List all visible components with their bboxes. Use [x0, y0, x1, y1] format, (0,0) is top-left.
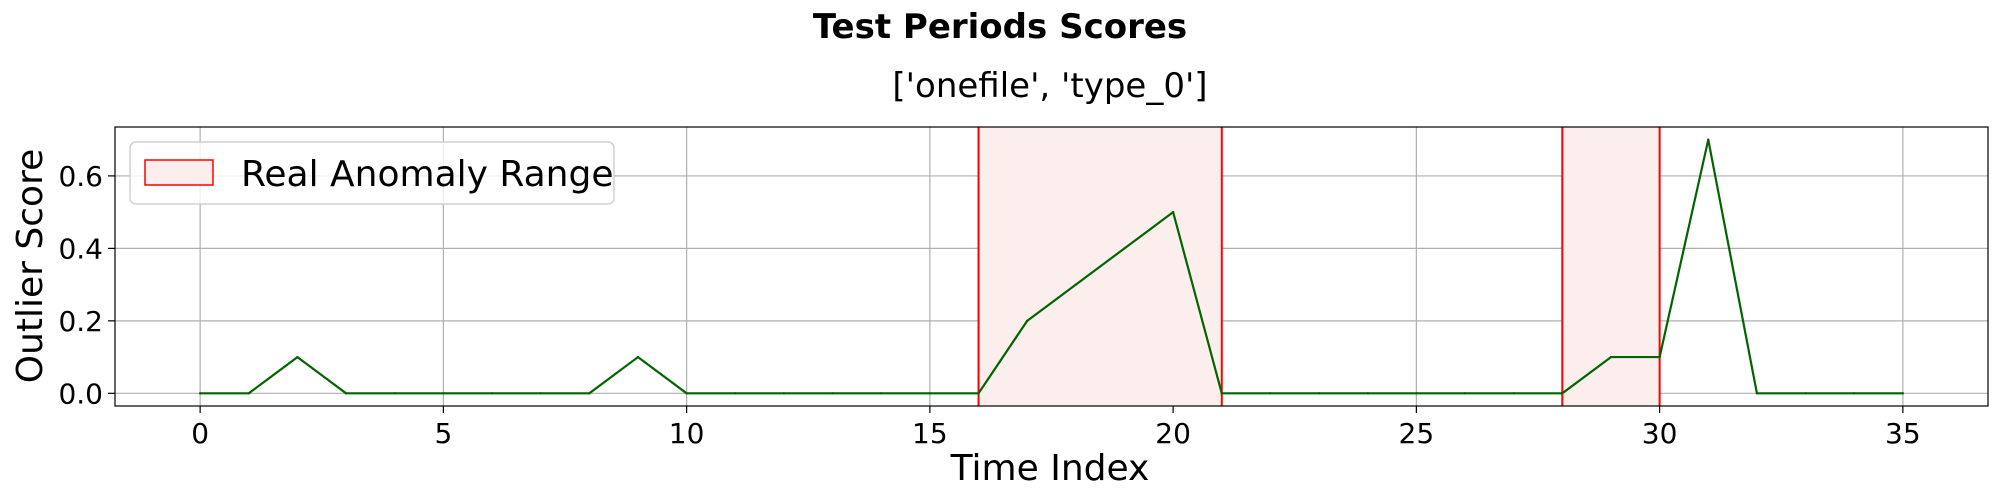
score-point: [1658, 355, 1661, 359]
plot-frame: [114, 126, 1989, 407]
x-axis-label: Time Index: [950, 448, 1150, 489]
score-point: [442, 392, 445, 395]
score-point: [296, 355, 299, 359]
score-point: [1025, 319, 1029, 323]
score-point: [1561, 392, 1564, 395]
score-point: [1317, 392, 1321, 395]
score-point: [1123, 247, 1126, 250]
score-point: [1463, 392, 1467, 395]
y-axis-ticks: 0.0 0.2 0.4 0.6: [58, 160, 115, 410]
x-tick-label: 25: [1399, 417, 1435, 450]
score-point: [636, 355, 640, 359]
score-point: [928, 392, 932, 395]
score-point: [1415, 392, 1418, 395]
score-point: [977, 392, 980, 395]
y-tick-label: 0.0: [58, 377, 103, 410]
score-point: [1269, 392, 1272, 395]
x-tick-label: 20: [1155, 417, 1191, 450]
score-point: [831, 392, 834, 395]
score-point: [1074, 283, 1078, 286]
score-point: [880, 392, 883, 395]
score-series: [198, 138, 1905, 395]
y-tick-label: 0.6: [58, 160, 103, 193]
score-point: [198, 392, 202, 395]
score-point: [1804, 392, 1807, 395]
score-point: [1901, 392, 1905, 395]
legend-swatch: [144, 159, 214, 186]
score-point: [1707, 138, 1710, 141]
score-point: [344, 392, 348, 395]
score-line: [200, 138, 1903, 395]
score-point: [1366, 392, 1369, 395]
score-point: [247, 392, 250, 395]
score-point: [734, 392, 737, 395]
score-point: [1512, 392, 1515, 395]
score-point: [685, 392, 688, 395]
score-point: [782, 392, 786, 395]
legend: Real Anomaly Range: [129, 141, 615, 205]
score-point: [490, 392, 494, 395]
x-tick-label: 10: [669, 417, 705, 450]
score-point: [1171, 210, 1175, 214]
legend-box: [129, 141, 615, 205]
score-point: [1755, 392, 1759, 395]
x-tick-label: 30: [1642, 417, 1678, 450]
x-axis-ticks: 0 5 10 15 20 25 30 35: [191, 406, 1921, 450]
score-point: [539, 392, 542, 395]
score-point: [1853, 392, 1856, 395]
score-point: [1220, 392, 1223, 395]
score-point: [588, 392, 591, 395]
chart-title: Test Periods Scores: [813, 7, 1187, 47]
anomaly-ranges: [977, 127, 1661, 406]
score-point: [393, 392, 396, 395]
x-tick-label: 0: [191, 417, 209, 450]
y-tick-label: 0.2: [58, 305, 103, 338]
score-point: [1609, 355, 1613, 359]
x-tick-label: 15: [912, 417, 948, 450]
anomaly-range-fill: [1562, 127, 1660, 406]
x-tick-label: 5: [434, 417, 452, 450]
y-tick-label: 0.4: [58, 232, 103, 265]
chart-subtitle: ['onefile', 'type_0']: [892, 66, 1207, 106]
y-axis-label: Outlier Score: [10, 149, 51, 384]
x-tick-label: 35: [1885, 417, 1921, 450]
legend-label: Real Anomaly Range: [241, 154, 614, 195]
